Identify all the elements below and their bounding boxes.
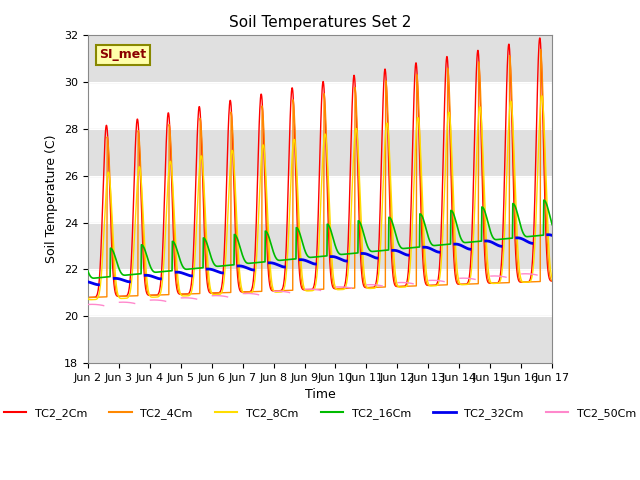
TC2_32Cm [548, 232, 556, 238]
TC2_16Cm [452, 220, 460, 226]
TC2_4Cm [239, 289, 247, 295]
Bar [88, 36, 552, 82]
TC2_16Cm [392, 231, 399, 237]
TC2_50Cm [493, 273, 501, 279]
Line: TC2_8Cm: TC2_8Cm [88, 96, 552, 300]
TC2_2Cm [176, 291, 184, 297]
TC2_16Cm [84, 268, 92, 274]
TC2_32Cm [493, 242, 501, 248]
Legend: TC2_2Cm, TC2_4Cm, TC2_8Cm, TC2_16Cm, TC2_32Cm, TC2_50Cm: TC2_2Cm, TC2_4Cm, TC2_8Cm, TC2_16Cm, TC2… [0, 403, 640, 423]
TC2_16Cm [548, 222, 556, 228]
Bar [88, 223, 552, 269]
TC2_8Cm [239, 290, 247, 296]
TC2_2Cm [493, 280, 501, 286]
X-axis label: Time: Time [305, 388, 335, 401]
TC2_4Cm [188, 291, 195, 297]
TC2_32Cm [188, 273, 195, 279]
Line: TC2_50Cm: TC2_50Cm [88, 274, 537, 306]
Bar [88, 316, 552, 363]
TC2_16Cm [176, 257, 184, 263]
TC2_8Cm [176, 290, 184, 296]
TC2_2Cm [452, 277, 460, 283]
TC2_16Cm [239, 255, 247, 261]
TC2_16Cm [90, 276, 97, 281]
TC2_8Cm [538, 93, 546, 98]
TC2_32Cm [392, 248, 399, 253]
TC2_16Cm [540, 197, 548, 203]
TC2_4Cm [537, 47, 545, 52]
TC2_32Cm [452, 241, 460, 247]
TC2_4Cm [84, 294, 92, 300]
Text: SI_met: SI_met [99, 48, 147, 61]
TC2_16Cm [188, 266, 195, 272]
TC2_2Cm [536, 35, 544, 41]
TC2_4Cm [392, 281, 399, 287]
TC2_8Cm [493, 280, 501, 286]
TC2_4Cm [548, 278, 556, 284]
TC2_2Cm [84, 295, 92, 300]
TC2_8Cm [188, 289, 195, 295]
Line: TC2_4Cm: TC2_4Cm [88, 49, 552, 298]
Y-axis label: Soil Temperature (C): Soil Temperature (C) [45, 135, 58, 264]
Title: Soil Temperatures Set 2: Soil Temperatures Set 2 [229, 15, 411, 30]
TC2_8Cm [87, 297, 95, 302]
TC2_2Cm [392, 283, 399, 288]
TC2_4Cm [493, 280, 501, 286]
TC2_2Cm [188, 283, 195, 289]
Bar [88, 129, 552, 176]
Line: TC2_2Cm: TC2_2Cm [88, 38, 552, 298]
TC2_32Cm [239, 264, 247, 269]
Line: TC2_16Cm: TC2_16Cm [88, 200, 552, 278]
TC2_50Cm [188, 295, 195, 301]
TC2_4Cm [176, 291, 184, 297]
TC2_32Cm [84, 279, 92, 285]
TC2_8Cm [452, 257, 460, 263]
TC2_16Cm [493, 237, 501, 242]
TC2_2Cm [239, 289, 247, 295]
TC2_4Cm [452, 273, 460, 279]
TC2_8Cm [548, 276, 556, 281]
TC2_8Cm [392, 274, 399, 280]
TC2_4Cm [85, 295, 93, 300]
Line: TC2_32Cm: TC2_32Cm [88, 235, 552, 285]
TC2_2Cm [548, 278, 556, 284]
TC2_8Cm [84, 295, 92, 301]
TC2_32Cm [176, 270, 184, 276]
